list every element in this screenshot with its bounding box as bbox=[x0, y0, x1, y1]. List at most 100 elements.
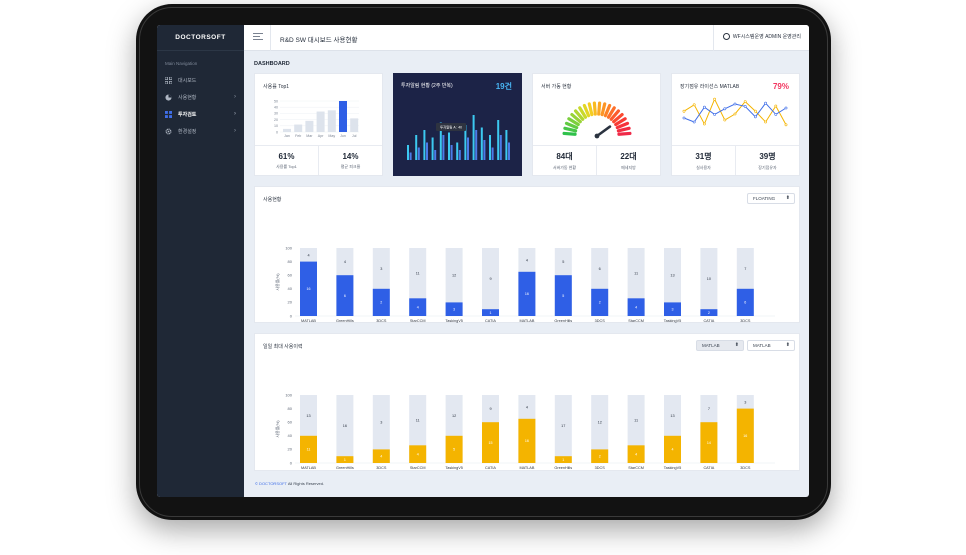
bar bbox=[489, 135, 491, 160]
bar-value-label: 16 bbox=[525, 439, 529, 443]
x-tick-label: May bbox=[328, 134, 335, 138]
bar bbox=[482, 422, 499, 463]
x-tick-label: StarCCM bbox=[410, 466, 426, 470]
mini-bar-chart: 0 10 20 30 40 50 Jan Feb Mar Apr May Jun Jul bbox=[274, 99, 359, 138]
menu-toggle-icon[interactable] bbox=[253, 33, 263, 43]
y-tick-label: 40 bbox=[288, 433, 293, 438]
x-tick-label: GreenHills bbox=[554, 319, 572, 323]
bar bbox=[305, 120, 314, 132]
panel-title: 일일 최대 사용이력 bbox=[263, 344, 303, 350]
series-line bbox=[683, 102, 787, 123]
bar-remainder-label: 17 bbox=[561, 424, 565, 428]
bar bbox=[483, 140, 486, 160]
y-tick-label: 10 bbox=[274, 124, 278, 128]
select-value: MATLAB bbox=[753, 343, 771, 348]
sidebar-item-label: 투자검토 bbox=[178, 112, 197, 118]
bar-remainder-label: 13 bbox=[670, 274, 674, 278]
bar-remainder-label: 5 bbox=[562, 260, 564, 264]
bar bbox=[591, 449, 609, 463]
gauge-segment bbox=[603, 103, 612, 118]
page-title: R&D SW 대시보드 사용현황 bbox=[280, 37, 358, 44]
bar-remainder-label: 6 bbox=[599, 267, 601, 271]
x-tick-label: MATLAB bbox=[301, 466, 316, 470]
x-tick-label: Jul bbox=[352, 134, 357, 138]
stat-label: 평균 피크율 bbox=[340, 163, 361, 169]
bar-remainder-label: 11 bbox=[416, 419, 420, 423]
bar-value-label: 5 bbox=[562, 294, 564, 298]
alert-count: 19건 bbox=[495, 82, 512, 91]
series-point bbox=[703, 105, 706, 109]
select-value: MATLAB bbox=[702, 343, 720, 348]
bar bbox=[300, 435, 317, 463]
bar-track bbox=[445, 248, 463, 316]
sidebar-item-settings[interactable]: 환경설정 › bbox=[157, 123, 244, 140]
user-menu[interactable]: WF시스템운영 ADMIN 운영관리 bbox=[712, 25, 801, 51]
bar bbox=[700, 309, 718, 316]
gauge-segment bbox=[612, 112, 624, 124]
stat-row: 31명 실사용자 39명 장기점유자 bbox=[672, 145, 799, 175]
bar bbox=[591, 288, 609, 316]
series-point bbox=[723, 118, 727, 122]
bar-value-label: 2 bbox=[599, 455, 601, 459]
software-select-1[interactable]: MATLAB ⬍ bbox=[696, 340, 744, 351]
bar-remainder-label: 13 bbox=[306, 414, 310, 418]
chevron-right-icon: › bbox=[234, 111, 236, 117]
bar bbox=[294, 124, 303, 132]
bar-track bbox=[591, 395, 609, 463]
bar bbox=[372, 449, 390, 463]
bar-value-label: 16 bbox=[525, 292, 529, 296]
footer-brand[interactable]: © DOCTORSOFT bbox=[255, 481, 287, 486]
stat-label: 서버가동 현황 bbox=[552, 164, 577, 170]
stat-value: 39명 bbox=[759, 151, 776, 161]
sidebar-item-dashboard[interactable]: 대시보드 bbox=[157, 72, 244, 89]
card-title: 투자알림 현황 (2주 반복) bbox=[401, 83, 453, 89]
bar bbox=[456, 142, 459, 160]
series-point bbox=[764, 101, 768, 105]
y-tick-label: 0 bbox=[276, 130, 278, 134]
license-type-select[interactable]: FLOATING ⬍ bbox=[747, 193, 795, 204]
tooltip-text: 투자알림 A : 40 bbox=[440, 125, 462, 130]
bar bbox=[409, 152, 412, 160]
bar-remainder-label: 4 bbox=[307, 253, 309, 257]
bar-remainder-label: 12 bbox=[452, 274, 456, 278]
sidebar-item-usage[interactable]: 사용현황 › bbox=[157, 89, 244, 106]
sidebar-item-investment[interactable]: 투자검토 › bbox=[157, 106, 244, 123]
bar-value-label: 4 bbox=[672, 448, 674, 452]
bar bbox=[627, 298, 645, 316]
app-logo[interactable]: DOCTORSOFT bbox=[157, 25, 244, 51]
x-tick-label: CATIA bbox=[485, 466, 496, 470]
bar bbox=[736, 288, 754, 316]
bar-track bbox=[372, 395, 390, 463]
software-select-2[interactable]: MATLAB ⬍ bbox=[747, 340, 795, 351]
card-investment-alerts: 투자알림 현황 (2주 반복) 19건 투자알림 A : 40 bbox=[393, 73, 522, 176]
gauge-segment bbox=[578, 106, 588, 119]
gauge-segment bbox=[614, 117, 627, 127]
y-tick-label: 80 bbox=[288, 406, 293, 411]
series-point bbox=[682, 116, 686, 120]
bar-value-label: 16 bbox=[743, 434, 747, 438]
stat-value: 84대 bbox=[556, 151, 573, 161]
gauge-hub bbox=[594, 133, 600, 139]
x-tick-label: TaskingV5 bbox=[445, 319, 463, 323]
x-tick-label: MATLAB bbox=[519, 466, 534, 470]
bar bbox=[518, 271, 536, 316]
top-header: R&D SW 대시보드 사용현황 WF시스템운영 ADMIN 운영관리 bbox=[244, 25, 809, 51]
bar-value-label: 4 bbox=[417, 452, 419, 456]
bar bbox=[627, 445, 645, 463]
bar-track bbox=[664, 248, 681, 316]
x-tick-label: TaskingV5 bbox=[445, 466, 463, 470]
gauge-segment bbox=[606, 106, 616, 119]
user-label: WF시스템운영 ADMIN 운영관리 bbox=[732, 34, 801, 40]
card-server-status: 서버 가동 현황 84대 서버가동 현황 22대 메세지방 bbox=[532, 73, 661, 176]
bar-value-label: 1 bbox=[562, 458, 564, 462]
bar-value-label: 5 bbox=[453, 448, 455, 452]
bar bbox=[336, 275, 354, 316]
bar bbox=[664, 435, 681, 463]
panel-title: 사용현황 bbox=[263, 197, 282, 203]
y-tick-label: 20 bbox=[288, 447, 293, 452]
bar-remainder-label: 11 bbox=[416, 272, 420, 276]
bar bbox=[472, 115, 475, 160]
stat-peak: 14% 평균 피크율 bbox=[318, 146, 382, 175]
bar bbox=[434, 150, 437, 160]
bar bbox=[554, 275, 572, 316]
